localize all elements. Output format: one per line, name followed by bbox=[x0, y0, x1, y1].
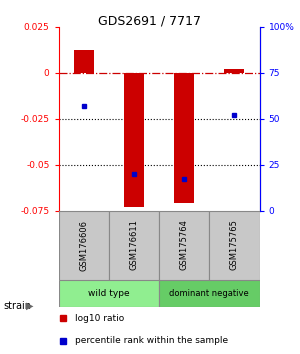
FancyBboxPatch shape bbox=[109, 211, 159, 280]
Text: GSM175764: GSM175764 bbox=[180, 219, 189, 270]
Bar bbox=[174, 73, 194, 203]
Text: dominant negative: dominant negative bbox=[169, 289, 249, 298]
FancyBboxPatch shape bbox=[159, 280, 260, 307]
Text: percentile rank within the sample: percentile rank within the sample bbox=[75, 336, 228, 346]
FancyBboxPatch shape bbox=[159, 211, 209, 280]
Bar bbox=[74, 51, 94, 73]
Text: GSM176606: GSM176606 bbox=[79, 219, 88, 270]
FancyBboxPatch shape bbox=[209, 211, 260, 280]
Text: wild type: wild type bbox=[88, 289, 130, 298]
Text: strain: strain bbox=[3, 301, 31, 310]
Bar bbox=[124, 73, 144, 207]
Text: GSM176611: GSM176611 bbox=[129, 219, 138, 270]
Text: log10 ratio: log10 ratio bbox=[75, 314, 124, 323]
Text: GDS2691 / 7717: GDS2691 / 7717 bbox=[98, 15, 202, 28]
Text: GSM175765: GSM175765 bbox=[230, 219, 239, 270]
Bar bbox=[224, 69, 244, 73]
Text: ▶: ▶ bbox=[26, 301, 34, 310]
FancyBboxPatch shape bbox=[58, 280, 159, 307]
FancyBboxPatch shape bbox=[58, 211, 109, 280]
